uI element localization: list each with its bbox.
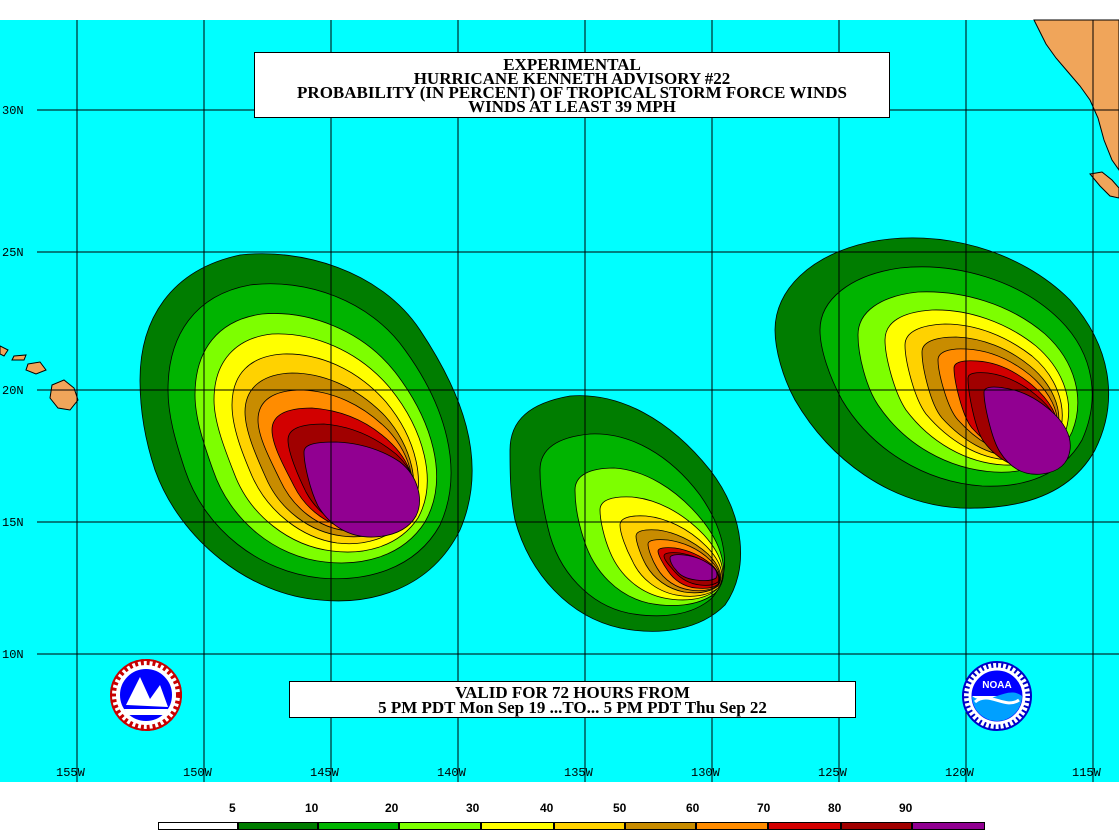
valid-period-box: VALID FOR 72 HOURS FROM 5 PM PDT Mon Sep… bbox=[289, 681, 856, 718]
legend-swatch-0 bbox=[158, 822, 238, 830]
lat-label-15n: 15N bbox=[2, 516, 24, 530]
noaa-logo: NOAA bbox=[962, 661, 1032, 731]
hawaii-maui bbox=[25, 361, 47, 375]
legend-swatch-1 bbox=[238, 822, 318, 830]
valid-line-1: VALID FOR 72 HOURS FROM bbox=[455, 683, 690, 702]
lon-label-115w: 115W bbox=[1072, 766, 1102, 780]
hawaii-molokai bbox=[11, 354, 27, 361]
legend-label-30: 30 bbox=[466, 801, 480, 815]
legend-label-60: 60 bbox=[686, 801, 700, 815]
baja-peninsula bbox=[1089, 171, 1119, 199]
nws-logo bbox=[110, 659, 182, 731]
lon-label-155w: 155W bbox=[56, 766, 86, 780]
title-box: EXPERIMENTAL HURRICANE KENNETH ADVISORY … bbox=[254, 52, 890, 118]
valid-line-2: 5 PM PDT Mon Sep 19 ...TO... 5 PM PDT Th… bbox=[378, 698, 767, 717]
title-line-1: EXPERIMENTAL bbox=[503, 55, 641, 74]
legend-swatch-5 bbox=[554, 822, 625, 830]
longitude-labels: 155W 150W 145W 140W 135W 130W 125W 120W … bbox=[56, 766, 1102, 780]
probability-legend: 5 10 20 30 40 50 60 70 80 90 bbox=[0, 790, 1119, 839]
title-line-3: PROBABILITY (IN PERCENT) OF TROPICAL STO… bbox=[297, 83, 847, 102]
lon-label-120w: 120W bbox=[945, 766, 975, 780]
contour-max bbox=[303, 441, 420, 538]
title-line-4: WINDS AT LEAST 39 MPH bbox=[468, 97, 676, 116]
probability-area-west bbox=[139, 253, 473, 602]
lon-label-140w: 140W bbox=[437, 766, 467, 780]
legend-label-70: 70 bbox=[757, 801, 771, 815]
hawaii-oahu bbox=[0, 345, 9, 357]
legend-swatch-8 bbox=[768, 822, 841, 830]
legend-label-90: 90 bbox=[899, 801, 913, 815]
contour-max bbox=[983, 386, 1071, 475]
probability-area-central bbox=[509, 395, 741, 632]
legend-label-10: 10 bbox=[305, 801, 319, 815]
lat-label-20n: 20N bbox=[2, 384, 24, 398]
probability-area-east bbox=[774, 237, 1110, 509]
mexico-land bbox=[1033, 19, 1119, 171]
hawaii-big-island bbox=[49, 379, 79, 411]
lat-label-30n: 30N bbox=[2, 104, 24, 118]
lon-label-125w: 125W bbox=[818, 766, 848, 780]
legend-swatch-9 bbox=[841, 822, 912, 830]
legend-swatch-2 bbox=[318, 822, 399, 830]
latitude-labels: 30N 25N 20N 15N 10N bbox=[0, 103, 36, 662]
lon-label-145w: 145W bbox=[310, 766, 340, 780]
legend-label-20: 20 bbox=[385, 801, 399, 815]
legend-label-80: 80 bbox=[828, 801, 842, 815]
legend-label-5: 5 bbox=[229, 801, 236, 815]
lon-label-150w: 150W bbox=[183, 766, 213, 780]
lat-label-10n: 10N bbox=[2, 648, 24, 662]
legend-swatch-10 bbox=[912, 822, 985, 830]
legend-label-50: 50 bbox=[613, 801, 627, 815]
legend-swatch-3 bbox=[399, 822, 481, 830]
noaa-logo-text: NOAA bbox=[982, 680, 1011, 691]
legend-swatch-4 bbox=[481, 822, 554, 830]
lon-label-135w: 135W bbox=[564, 766, 594, 780]
legend-swatch-7 bbox=[696, 822, 768, 830]
title-line-2: HURRICANE KENNETH ADVISORY #22 bbox=[413, 69, 731, 88]
lon-label-130w: 130W bbox=[691, 766, 721, 780]
lat-label-25n: 25N bbox=[2, 246, 24, 260]
legend-swatch-6 bbox=[625, 822, 696, 830]
legend-label-40: 40 bbox=[540, 801, 554, 815]
contour-max bbox=[669, 554, 718, 581]
